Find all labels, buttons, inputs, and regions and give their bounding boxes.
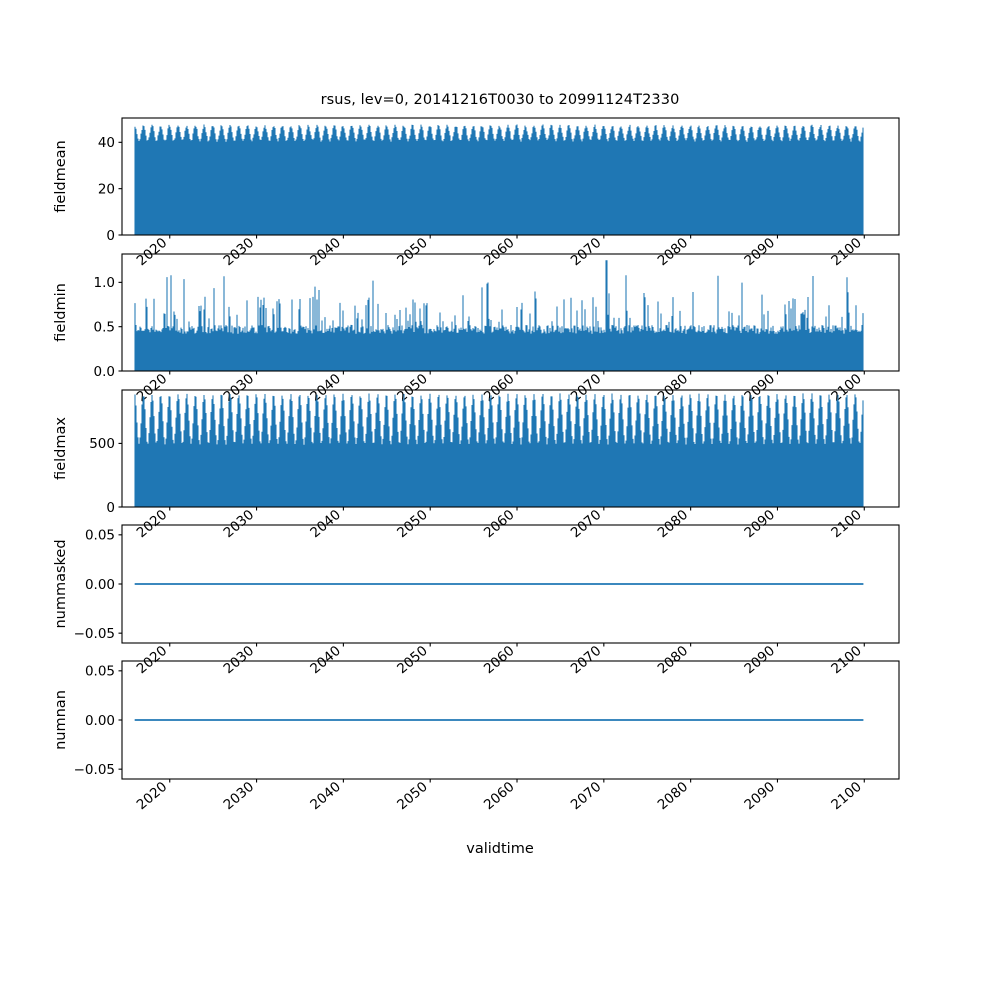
x-tick-label: 2040 <box>307 779 344 813</box>
y-tick-label: 1.0 <box>94 275 115 291</box>
y-tick-label: −0.05 <box>74 762 115 778</box>
y-tick-label: 500 <box>89 436 115 452</box>
data-series-fieldmax <box>134 393 864 507</box>
y-tick-label: 0.00 <box>85 713 115 729</box>
y-tick-label: 0 <box>106 500 115 516</box>
x-axis-label: validtime <box>466 841 534 857</box>
x-tick-label: 2060 <box>481 779 518 813</box>
data-series-fieldmin <box>134 260 864 371</box>
axes-spines <box>121 117 900 236</box>
data-series-fieldmean <box>134 124 864 235</box>
x-tick-label: 2070 <box>568 779 605 813</box>
y-tick-label: 0.05 <box>85 664 115 680</box>
x-tick-label: 2020 <box>134 779 171 813</box>
y-tick-label: 40 <box>98 135 115 151</box>
x-tick-label: 2080 <box>655 779 692 813</box>
noisy-fill <box>134 260 864 371</box>
y-tick-label: 0.00 <box>85 577 115 593</box>
y-tick-label: 0.5 <box>94 319 115 335</box>
y-axis-label-nummasked: nummasked <box>53 539 69 628</box>
x-tick-label: 2030 <box>221 779 258 813</box>
y-axis-label-numnan: numnan <box>53 690 69 750</box>
y-tick-label: 0.0 <box>94 364 115 380</box>
y-tick-label: 0 <box>106 228 115 244</box>
y-axis-label-fieldmax: fieldmax <box>53 417 69 480</box>
y-axis-label-fieldmin: fieldmin <box>53 283 69 342</box>
x-tick-label: 2100 <box>828 779 865 813</box>
y-tick-label: −0.05 <box>74 626 115 642</box>
x-tick-label: 2050 <box>394 779 431 813</box>
figure-title: rsus, lev=0, 20141216T0030 to 20991124T2… <box>320 92 680 108</box>
y-axis-label-fieldmean: fieldmean <box>53 140 69 212</box>
envelope-fill <box>134 124 864 235</box>
envelope-fill <box>134 393 864 507</box>
axes-spines <box>121 389 900 508</box>
y-tick-label: 0.05 <box>85 528 115 544</box>
x-tick-label: 2090 <box>741 779 778 813</box>
y-tick-label: 20 <box>98 181 115 197</box>
axes-spines <box>121 253 900 372</box>
